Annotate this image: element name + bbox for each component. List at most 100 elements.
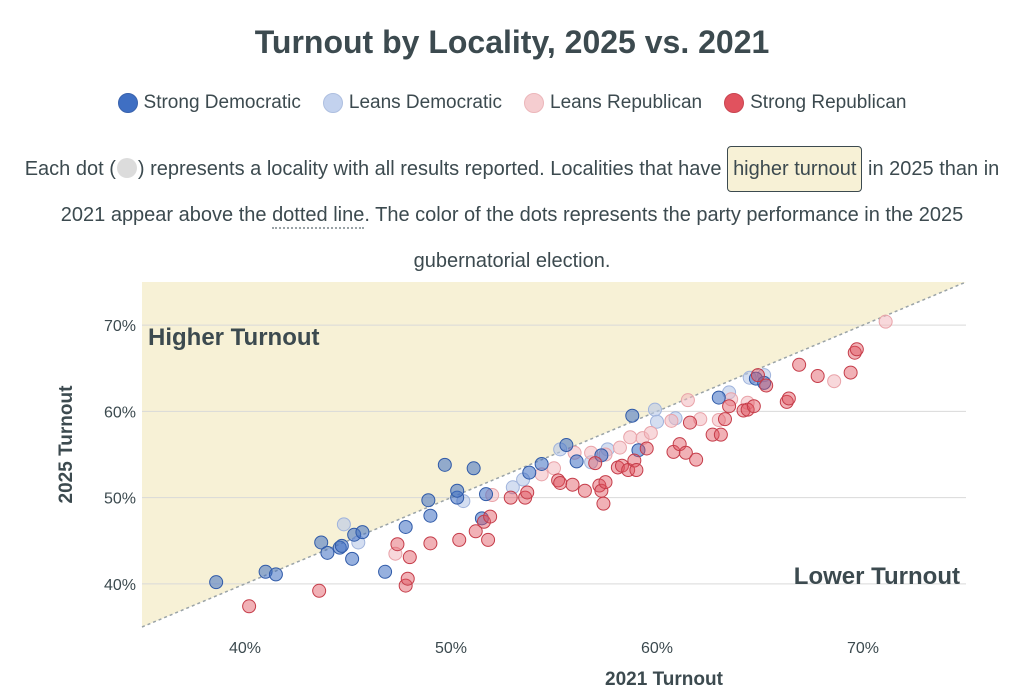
data-point-leans-republican[interactable] xyxy=(643,425,658,440)
data-point-leans-republican[interactable] xyxy=(612,440,627,455)
legend-label: Strong Democratic xyxy=(143,92,301,113)
legend-item-strong-republican[interactable]: Strong Republican xyxy=(724,92,906,114)
data-point-strong-democratic[interactable] xyxy=(631,443,646,458)
legend-swatch-strong-democratic xyxy=(117,93,138,113)
annotation-lower-turnout: Lower Turnout xyxy=(794,563,960,590)
data-point-strong-republican[interactable] xyxy=(781,391,796,406)
x-tick-label: 40% xyxy=(229,640,261,657)
data-point-strong-republican[interactable] xyxy=(423,536,438,551)
data-point-strong-republican[interactable] xyxy=(400,571,415,586)
dotted-line-term[interactable]: dotted line xyxy=(272,204,365,229)
data-point-strong-republican[interactable] xyxy=(390,537,405,552)
data-point-strong-democratic[interactable] xyxy=(559,438,574,453)
chart-title: Turnout by Locality, 2025 vs. 2021 xyxy=(254,24,770,60)
data-point-leans-republican[interactable] xyxy=(878,314,893,329)
data-point-strong-democratic[interactable] xyxy=(314,535,329,550)
legend-swatch-strong-republican xyxy=(724,93,745,113)
legend-label: Leans Republican xyxy=(550,92,703,113)
data-point-strong-democratic[interactable] xyxy=(334,538,349,553)
data-point-strong-republican[interactable] xyxy=(629,463,644,478)
data-point-strong-republican[interactable] xyxy=(312,583,327,598)
data-point-strong-republican[interactable] xyxy=(750,368,765,383)
data-point-strong-republican[interactable] xyxy=(483,509,498,524)
data-point-strong-republican[interactable] xyxy=(503,490,518,505)
data-point-leans-republican[interactable] xyxy=(827,374,842,389)
data-point-strong-democratic[interactable] xyxy=(423,508,438,523)
data-point-strong-republican[interactable] xyxy=(553,475,568,490)
data-point-strong-democratic[interactable] xyxy=(437,457,452,472)
legend-swatch-leans-democratic xyxy=(322,93,343,113)
data-point-strong-republican[interactable] xyxy=(713,427,728,442)
data-point-strong-democratic[interactable] xyxy=(355,525,370,540)
higher-turnout-highlight[interactable]: higher turnout xyxy=(727,146,863,192)
x-tick-label: 70% xyxy=(847,640,879,657)
data-point-strong-democratic[interactable] xyxy=(398,519,413,534)
legend-item-leans-republican[interactable]: Leans Republican xyxy=(524,92,702,114)
data-point-strong-republican[interactable] xyxy=(452,532,467,547)
data-point-strong-democratic[interactable] xyxy=(320,545,335,560)
y-tick-label: 50% xyxy=(104,491,136,508)
y-tick-label: 40% xyxy=(104,577,136,594)
legend: Strong Democratic Leans Democratic Leans… xyxy=(0,92,1024,114)
data-point-strong-democratic[interactable] xyxy=(268,567,283,582)
data-point-strong-republican[interactable] xyxy=(746,399,761,414)
chart-description: Each dot () represents a locality with a… xyxy=(10,146,1014,284)
data-point-leans-republican[interactable] xyxy=(680,393,695,408)
data-point-strong-republican[interactable] xyxy=(717,412,732,427)
x-tick-label: 50% xyxy=(435,640,467,657)
data-point-strong-republican[interactable] xyxy=(682,415,697,430)
data-point-strong-democratic[interactable] xyxy=(378,564,393,579)
legend-item-strong-democratic[interactable]: Strong Democratic xyxy=(117,92,301,114)
data-point-strong-republican[interactable] xyxy=(596,496,611,511)
data-point-leans-democratic[interactable] xyxy=(336,517,351,532)
data-point-strong-republican[interactable] xyxy=(402,550,417,565)
data-point-strong-democratic[interactable] xyxy=(711,390,726,405)
data-point-leans-republican[interactable] xyxy=(623,430,638,445)
legend-item-leans-democratic[interactable]: Leans Democratic xyxy=(322,92,502,114)
data-point-strong-democratic[interactable] xyxy=(522,465,537,480)
data-point-strong-democratic[interactable] xyxy=(345,551,360,566)
scatter-plot: 40% 50% 60% 70% 40% 50% 60% 70% Higher Turnout Lo… xyxy=(56,281,967,690)
data-point-strong-democratic[interactable] xyxy=(209,575,224,590)
data-point-strong-republican[interactable] xyxy=(849,342,864,357)
data-point-strong-democratic[interactable] xyxy=(421,493,436,508)
data-point-strong-republican[interactable] xyxy=(705,427,720,442)
data-point-leans-democratic[interactable] xyxy=(650,414,664,429)
x-tick-label: 60% xyxy=(641,640,673,657)
data-point-strong-democratic[interactable] xyxy=(450,483,465,498)
data-point-strong-republican[interactable] xyxy=(689,452,704,467)
data-point-strong-republican[interactable] xyxy=(810,369,825,384)
data-point-strong-republican[interactable] xyxy=(565,477,580,492)
description-text: Each dot ( xyxy=(24,158,116,180)
data-point-leans-republican[interactable] xyxy=(664,413,679,428)
data-point-strong-democratic[interactable] xyxy=(479,487,494,502)
data-point-strong-republican[interactable] xyxy=(577,483,592,498)
data-point-strong-democratic[interactable] xyxy=(466,461,481,476)
data-point-strong-republican[interactable] xyxy=(678,445,693,460)
data-point-leans-democratic[interactable] xyxy=(505,480,520,495)
data-point-leans-democratic[interactable] xyxy=(647,402,662,417)
data-point-strong-republican[interactable] xyxy=(468,524,483,539)
data-point-strong-republican[interactable] xyxy=(792,357,807,372)
data-point-strong-republican[interactable] xyxy=(551,473,566,488)
data-point-strong-republican[interactable] xyxy=(639,441,654,456)
data-point-strong-democratic[interactable] xyxy=(569,454,584,469)
data-point-strong-democratic[interactable] xyxy=(625,408,640,423)
data-point-strong-republican[interactable] xyxy=(520,485,535,500)
legend-label: Strong Republican xyxy=(750,92,907,113)
annotation-higher-turnout: Higher Turnout xyxy=(148,324,320,351)
data-point-strong-republican[interactable] xyxy=(843,365,858,380)
data-point-leans-republican[interactable] xyxy=(693,412,708,427)
example-dot-icon xyxy=(116,158,137,178)
data-point-strong-republican[interactable] xyxy=(598,475,613,490)
y-axis-title: 2025 Turnout xyxy=(56,385,77,504)
data-point-strong-republican[interactable] xyxy=(722,399,737,414)
data-point-strong-republican[interactable] xyxy=(759,378,774,393)
y-tick-label: 60% xyxy=(104,404,136,421)
data-point-strong-republican[interactable] xyxy=(481,532,496,547)
data-point-strong-democratic[interactable] xyxy=(534,456,549,471)
data-point-strong-republican[interactable] xyxy=(588,456,603,471)
legend-label: Leans Democratic xyxy=(348,92,502,113)
data-point-leans-republican[interactable] xyxy=(547,461,561,476)
data-point-strong-republican[interactable] xyxy=(242,599,257,614)
